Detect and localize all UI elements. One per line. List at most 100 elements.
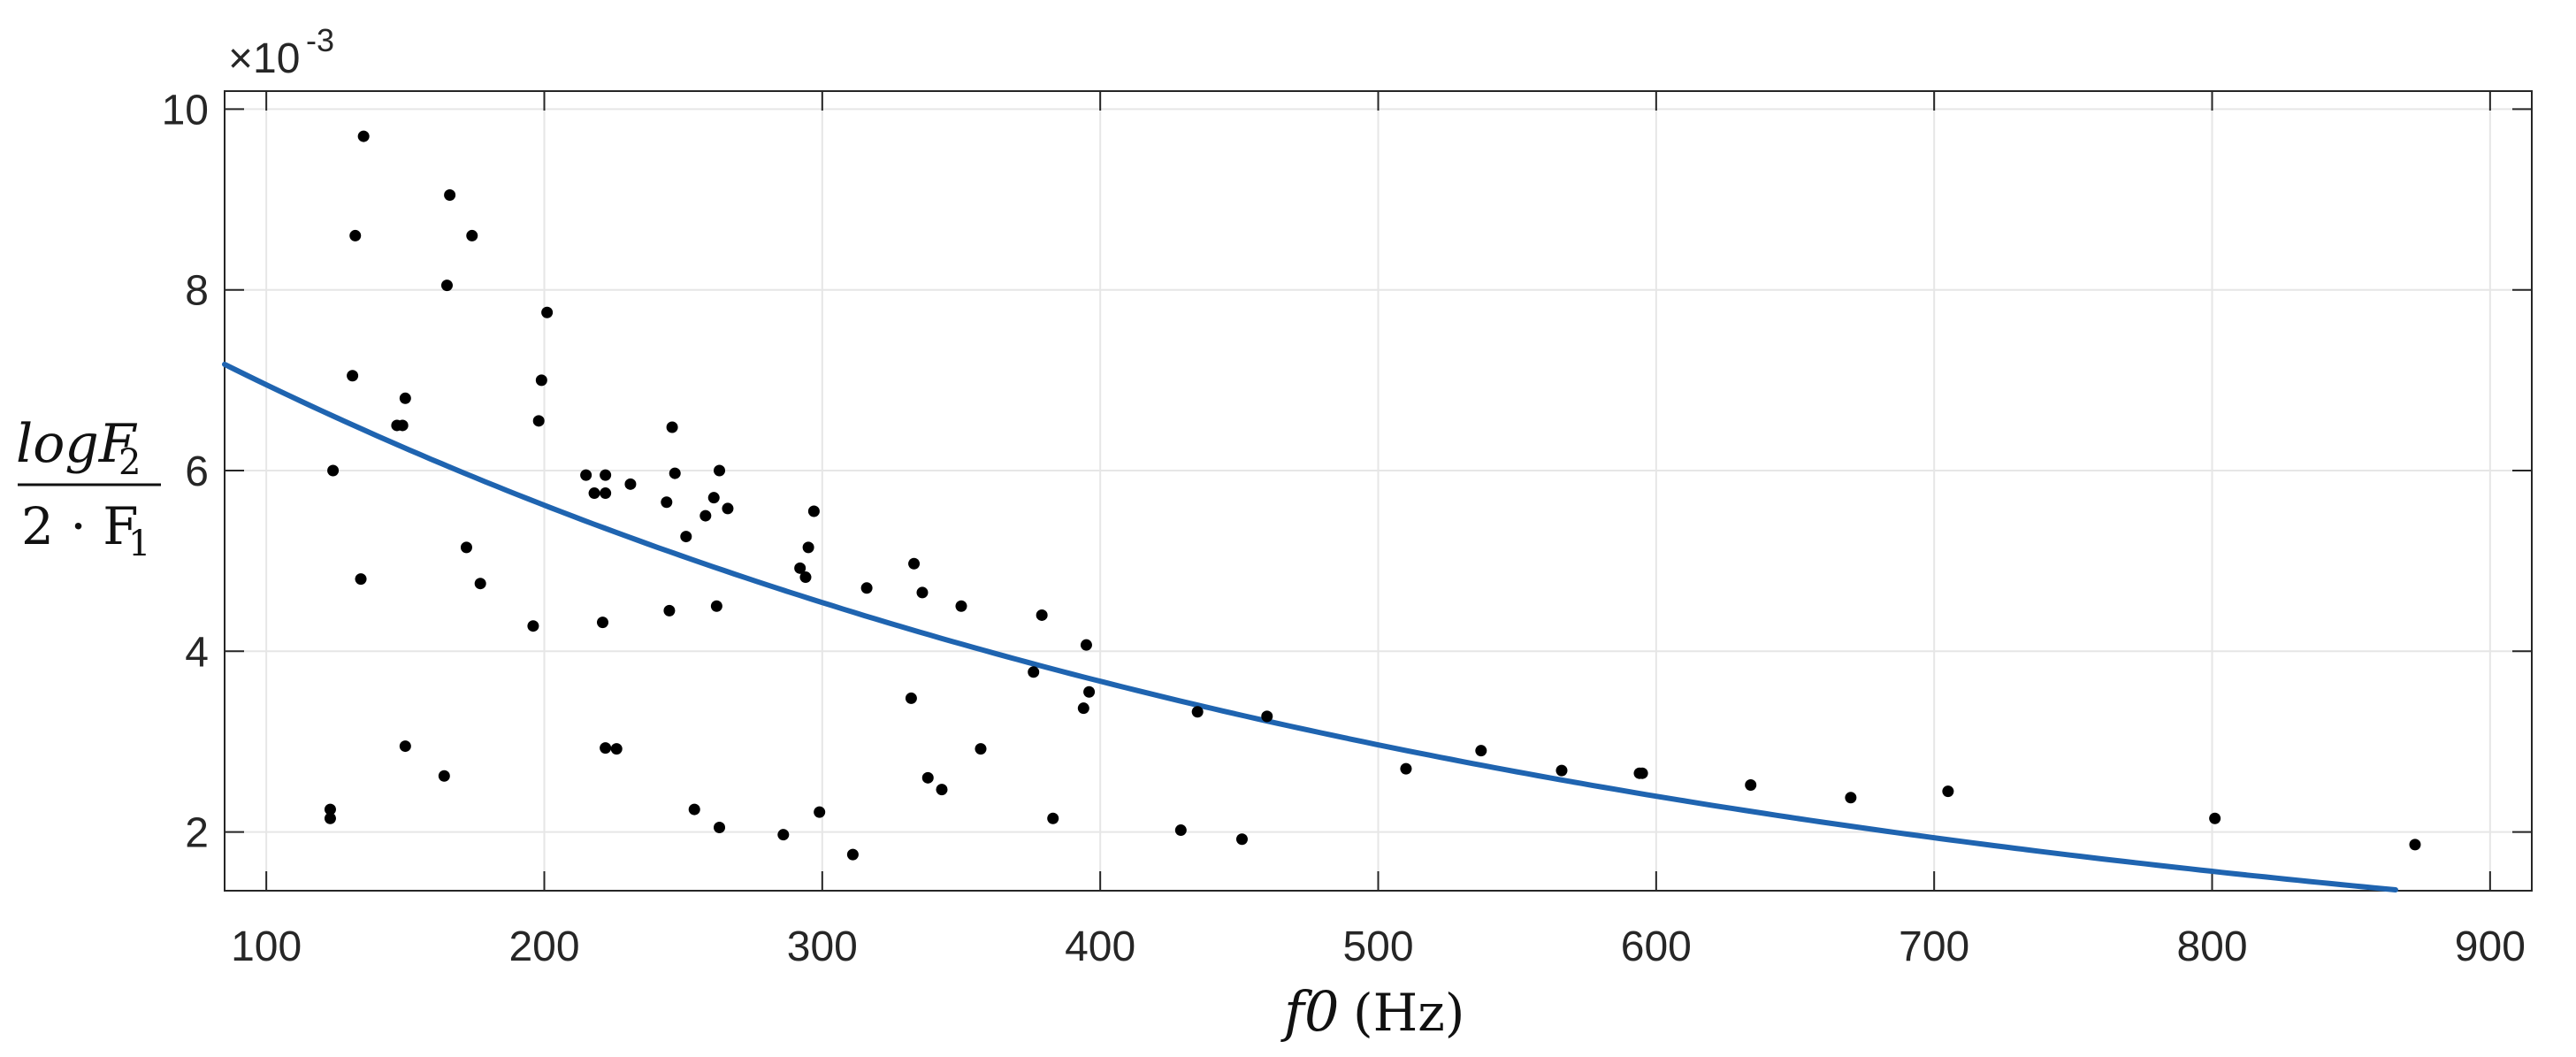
data-point: [1047, 812, 1059, 824]
data-point: [1235, 833, 1248, 846]
data-point: [324, 812, 336, 824]
data-point: [600, 742, 612, 754]
data-point: [846, 848, 859, 861]
data-point: [1077, 702, 1089, 715]
data-point: [357, 130, 370, 142]
data-point: [1028, 666, 1040, 678]
data-point: [1636, 767, 1648, 779]
data-point: [324, 803, 336, 816]
data-point: [936, 784, 948, 796]
data-point: [399, 740, 411, 753]
data-point: [905, 692, 917, 704]
data-point: [714, 464, 726, 477]
data-point: [707, 492, 720, 504]
data-point: [355, 573, 367, 586]
data-point: [466, 229, 478, 241]
y-label-numerator-subscript: 2: [118, 442, 141, 483]
x-tick-label: 400: [1065, 923, 1135, 970]
x-tick-label: 500: [1342, 923, 1413, 970]
y-multiplier-exponent: -3: [306, 22, 334, 58]
axis-ticks: 100 200 300 400 500 600 700 800 900 2 4 6 8 10: [162, 87, 2532, 970]
data-point: [396, 419, 409, 432]
data-point: [438, 770, 450, 782]
y-axis-label: logF 2 2 · F 1: [16, 413, 161, 564]
data-point: [460, 541, 472, 554]
data-point: [669, 467, 681, 479]
data-point: [541, 306, 554, 318]
data-point: [2409, 839, 2421, 851]
data-point: [596, 617, 608, 629]
x-tick-label: 200: [508, 923, 579, 970]
y-exponent-label: ×10 -3: [228, 22, 334, 82]
data-point: [444, 188, 456, 201]
data-point: [1745, 778, 1757, 791]
data-point: [955, 600, 967, 612]
data-point: [1036, 609, 1048, 621]
data-point: [1191, 706, 1204, 718]
data-point: [1261, 710, 1273, 723]
data-point: [624, 478, 637, 490]
data-point: [722, 502, 734, 515]
data-point: [916, 586, 929, 599]
y-label-denominator-subscript: 1: [128, 524, 150, 564]
fit-curve-group: [222, 361, 2398, 892]
data-point: [1845, 792, 1857, 804]
grid: [225, 91, 2532, 891]
data-point: [666, 421, 678, 433]
y-tick-label: 10: [162, 87, 209, 134]
x-tick-label: 700: [1899, 923, 1969, 970]
data-point: [1083, 686, 1096, 698]
data-point: [699, 509, 712, 522]
data-point: [860, 582, 873, 594]
y-tick-label: 4: [185, 629, 209, 676]
data-point: [802, 541, 814, 554]
data-point: [777, 829, 790, 841]
data-point: [794, 562, 806, 574]
x-tick-label: 300: [787, 923, 858, 970]
data-point: [714, 821, 726, 833]
data-point: [588, 487, 600, 500]
data-point: [799, 571, 812, 584]
data-point: [1080, 639, 1092, 651]
data-point: [532, 415, 545, 427]
data-point: [921, 771, 934, 784]
data-point: [814, 806, 826, 818]
data-points: [324, 130, 2421, 861]
x-tick-label: 600: [1621, 923, 1692, 970]
x-axis-label: f0 (Hz): [1280, 979, 1464, 1044]
fit-curve-line: [222, 361, 2398, 892]
x-tick-label: 100: [231, 923, 302, 970]
data-point: [2209, 812, 2221, 824]
y-label-numerator: logF: [16, 413, 138, 475]
data-point: [1400, 762, 1412, 775]
y-label-denominator: 2 · F: [21, 496, 138, 556]
data-point: [1174, 824, 1187, 837]
data-point: [1556, 764, 1568, 777]
y-tick-label: 2: [185, 810, 209, 857]
data-point: [347, 370, 359, 382]
data-point: [661, 496, 673, 509]
data-point: [527, 620, 539, 632]
y-tick-label: 6: [185, 448, 209, 495]
data-point: [474, 578, 486, 590]
data-point: [688, 803, 700, 816]
x-tick-label: 900: [2455, 923, 2526, 970]
data-point: [535, 374, 547, 387]
data-point: [908, 557, 921, 570]
data-point: [975, 743, 987, 755]
data-point: [600, 469, 612, 481]
data-point: [663, 604, 676, 617]
x-axis-unit: (Hz): [1353, 983, 1464, 1043]
data-point: [327, 464, 340, 477]
data-point: [580, 469, 592, 481]
data-point: [710, 600, 722, 612]
data-point: [680, 531, 692, 543]
data-point: [600, 487, 612, 500]
data-point: [1942, 785, 1954, 798]
data-point: [807, 505, 820, 517]
data-point: [440, 280, 453, 292]
data-point: [349, 229, 362, 241]
x-tick-label: 800: [2176, 923, 2247, 970]
